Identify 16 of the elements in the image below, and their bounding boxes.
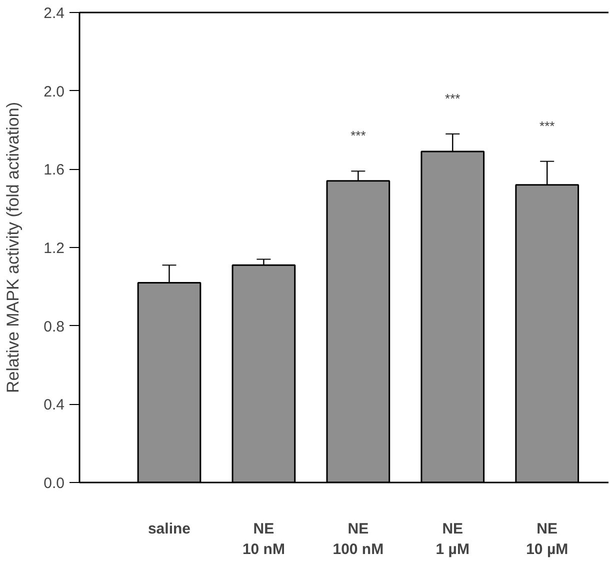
x-tick-label: NE 100 nM	[332, 520, 384, 558]
y-tick-label: 0.8	[44, 318, 65, 336]
y-tick-label: 0.0	[44, 475, 65, 492]
y-tick-label: 1.6	[44, 162, 65, 179]
y-tick-label: 2.4	[44, 5, 65, 22]
annotation: ***	[445, 90, 460, 106]
y-axis-title: Relative MAPK activity (fold activation)	[4, 102, 23, 393]
annotation: ***	[540, 118, 555, 134]
x-tick-label: NE 1 µM	[436, 520, 470, 558]
x-tick-label: NE 10 µM	[526, 520, 568, 558]
x-tick-label: NE 10 nM	[242, 520, 285, 558]
x-tick-label: saline	[148, 520, 191, 538]
y-tick-label: 2.0	[44, 83, 65, 100]
annotation: ***	[350, 128, 366, 144]
y-tick-label: 1.2	[44, 240, 65, 257]
y-tick-label: 0.4	[44, 396, 65, 414]
